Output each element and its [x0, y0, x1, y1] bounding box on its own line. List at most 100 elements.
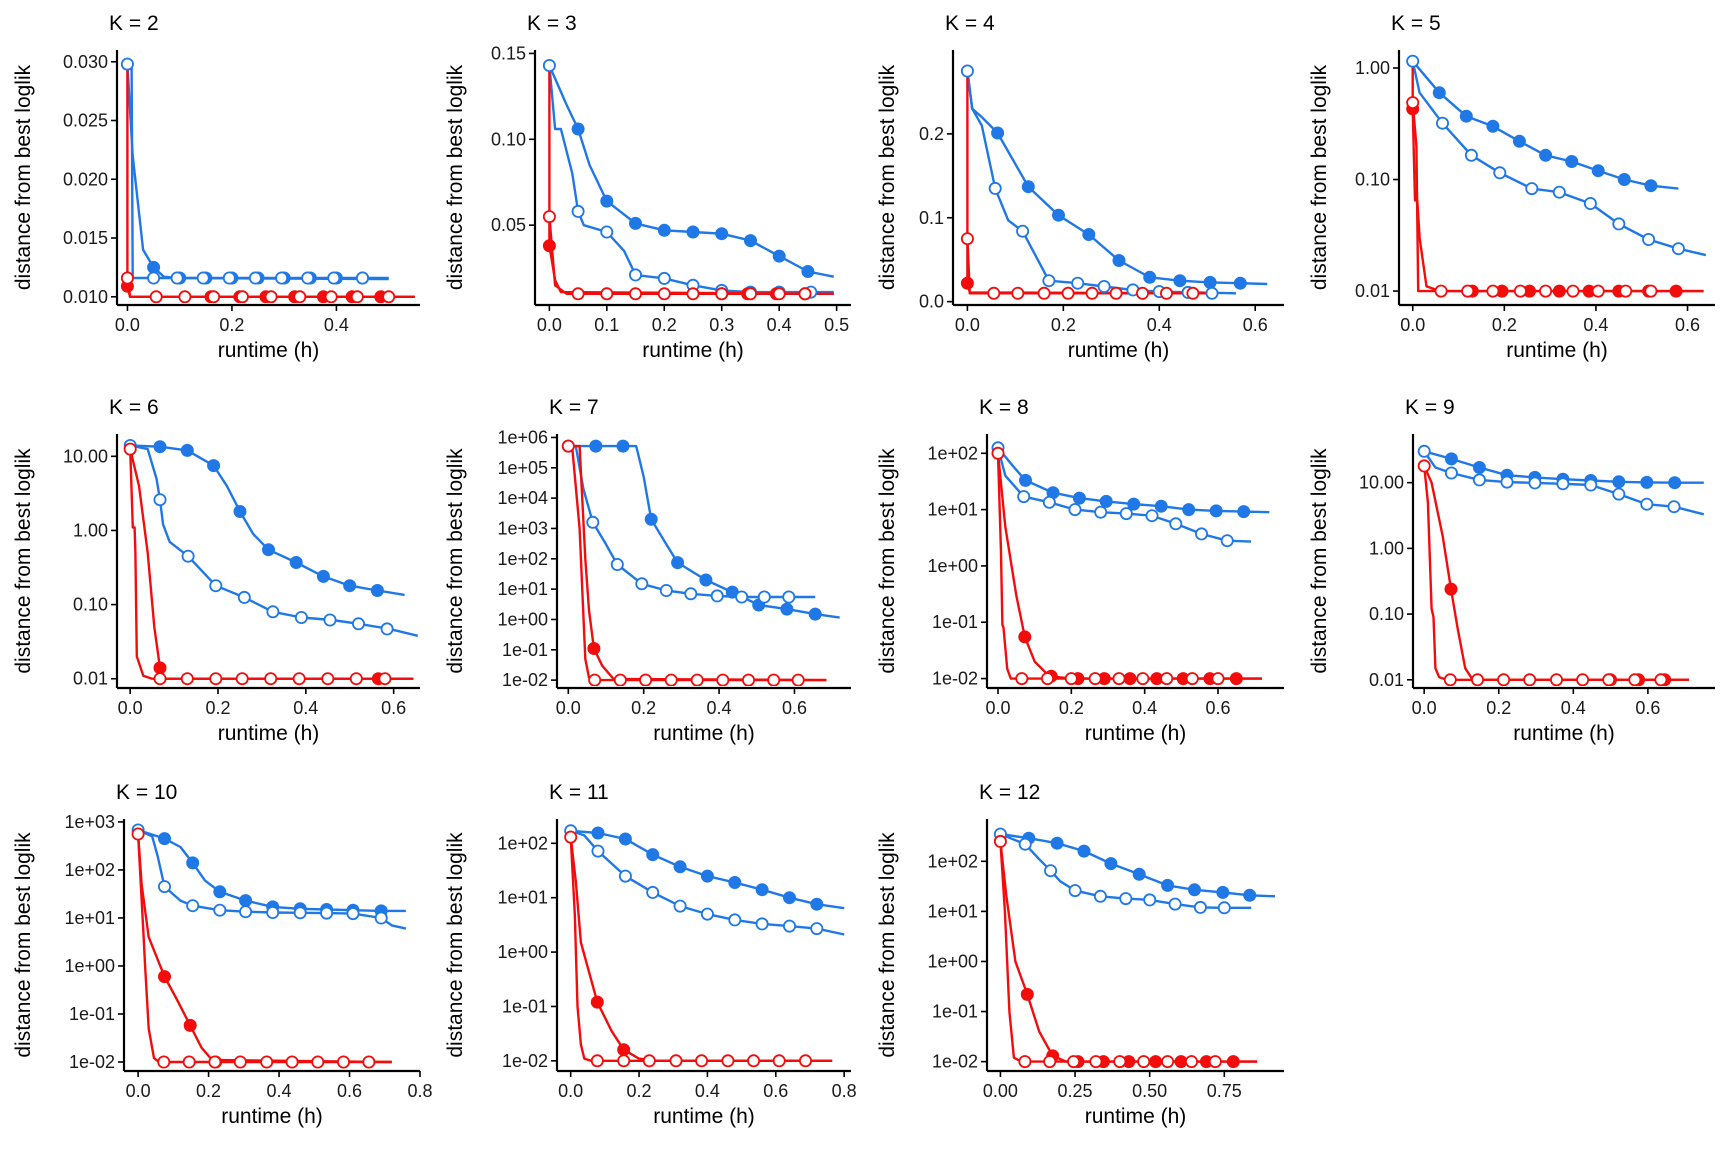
data-point-red-open — [590, 1054, 604, 1068]
data-point-blue-filled — [370, 584, 384, 598]
data-point-red-open — [767, 673, 781, 686]
series-line-red-filled — [568, 444, 827, 682]
series-line-blue-filled — [1411, 60, 1679, 190]
data-point-red-open — [1089, 1055, 1103, 1069]
data-point-red-filled — [153, 661, 167, 675]
y-tick-label: 1e+03 — [497, 518, 548, 538]
data-point-red-open — [571, 287, 585, 301]
data-point-red-open — [180, 672, 194, 686]
panel-title: K = 12 — [979, 781, 1040, 804]
y-tick-label: 1e-02 — [502, 1051, 548, 1071]
data-point-red-filled — [1020, 987, 1034, 1001]
panel-title: K = 4 — [945, 12, 995, 35]
data-point-blue-open — [1193, 900, 1207, 914]
data-point-blue-open — [327, 271, 341, 285]
data-point-blue-open — [1195, 527, 1209, 541]
data-point-red-filled — [1552, 284, 1566, 298]
data-point-red-open — [1043, 1055, 1057, 1069]
y-tick-label: 1.00 — [73, 520, 108, 540]
data-point-red-open — [960, 232, 974, 246]
y-tick-label: 1e+02 — [497, 833, 548, 853]
data-point-red-open — [264, 290, 278, 303]
data-point-red-open — [721, 1054, 735, 1068]
data-point-blue-open — [810, 922, 824, 936]
data-point-blue-filled — [1612, 475, 1626, 489]
data-point-blue-filled — [1444, 452, 1458, 466]
y-tick-label: 10.00 — [63, 446, 108, 466]
data-point-red-filled — [587, 642, 601, 656]
x-tick-label: 0.4 — [1147, 315, 1172, 335]
x-tick-label: 0.6 — [381, 698, 406, 718]
data-point-red-open — [149, 290, 163, 303]
data-point-red-open — [336, 1055, 350, 1069]
data-point-blue-open — [153, 493, 167, 507]
panel-5: K = 5 0.01 0.10 1.00 0.0 0.2 0.4 0.6 runtime (h)… — [1308, 12, 1715, 362]
data-point-blue-open — [147, 271, 161, 285]
data-point-blue-filled — [1050, 836, 1064, 850]
y-tick-label: 1e-01 — [502, 640, 548, 660]
x-tick-label: 0.0 — [556, 698, 581, 718]
data-point-blue-filled — [207, 459, 221, 473]
data-point-blue-filled — [801, 264, 815, 278]
data-point-blue-open — [635, 577, 649, 591]
data-point-red-open — [131, 827, 145, 841]
data-point-blue-filled — [1539, 148, 1553, 162]
series-line-blue-filled — [548, 65, 835, 278]
data-point-red-filled — [1018, 630, 1032, 644]
data-point-blue-open — [1071, 276, 1085, 290]
data-point-blue-open — [1642, 232, 1656, 246]
data-point-blue-filled — [1237, 505, 1251, 519]
data-point-blue-open — [571, 204, 585, 218]
x-tick-label: 0.2 — [1486, 698, 1511, 718]
panel-6: K = 6 0.01 0.10 1.00 10.00 0.0 0.2 0.4 0.6 runtim… — [12, 396, 420, 745]
data-point-blue-filled — [600, 194, 614, 208]
panel-title: K = 10 — [116, 781, 177, 804]
data-point-blue-open — [157, 880, 171, 894]
data-point-blue-open — [782, 590, 796, 604]
data-point-blue-filled — [1143, 270, 1157, 284]
data-point-blue-filled — [772, 249, 786, 263]
data-point-red-open — [1018, 1055, 1032, 1069]
data-point-blue-filled — [1154, 499, 1168, 513]
data-point-red-open — [1136, 672, 1150, 686]
x-tick-label: 0.5 — [824, 315, 849, 335]
data-point-red-open — [1186, 286, 1200, 300]
data-point-red-open — [1497, 673, 1511, 686]
series-line-red-filled — [548, 65, 834, 295]
x-axis-label: runtime (h) — [642, 339, 744, 362]
x-axis-label: runtime (h) — [218, 722, 320, 745]
data-point-blue-filled — [147, 260, 161, 274]
data-point-red-open — [1406, 96, 1420, 110]
data-point-blue-open — [222, 271, 236, 285]
data-point-blue-open — [735, 590, 749, 604]
data-point-blue-filled — [186, 856, 200, 870]
data-point-red-open — [542, 210, 556, 224]
data-point-blue-open — [673, 899, 687, 913]
data-point-blue-open — [1464, 148, 1478, 162]
data-point-blue-open — [374, 911, 388, 925]
y-axis-label: distance from best loglik — [12, 64, 35, 290]
data-point-blue-open — [1406, 54, 1420, 68]
data-point-blue-open — [1145, 509, 1159, 523]
data-point-blue-filled — [671, 556, 685, 570]
data-point-blue-open — [1220, 534, 1234, 548]
data-point-red-filled — [1229, 672, 1243, 686]
data-point-blue-filled — [1565, 154, 1579, 168]
data-point-blue-open — [1612, 217, 1626, 231]
series-line-blue-filled — [966, 70, 1268, 286]
data-point-blue-filled — [1077, 844, 1091, 858]
data-point-blue-open — [1500, 475, 1514, 489]
data-point-red-open — [1085, 286, 1099, 300]
series-line-red-filled — [1411, 61, 1704, 293]
series-line-red-filled — [136, 833, 392, 1064]
series-line-red-filled — [1423, 465, 1689, 681]
series-line-blue-filled — [570, 829, 845, 910]
data-point-blue-filled — [646, 848, 660, 862]
data-point-blue-open — [1583, 196, 1597, 210]
data-point-red-open — [1136, 286, 1150, 300]
data-point-blue-filled — [180, 443, 194, 457]
data-point-red-open — [1602, 673, 1616, 686]
data-point-red-open — [209, 672, 223, 686]
data-point-red-filled — [542, 239, 556, 253]
series-line-blue-filled — [568, 444, 840, 619]
